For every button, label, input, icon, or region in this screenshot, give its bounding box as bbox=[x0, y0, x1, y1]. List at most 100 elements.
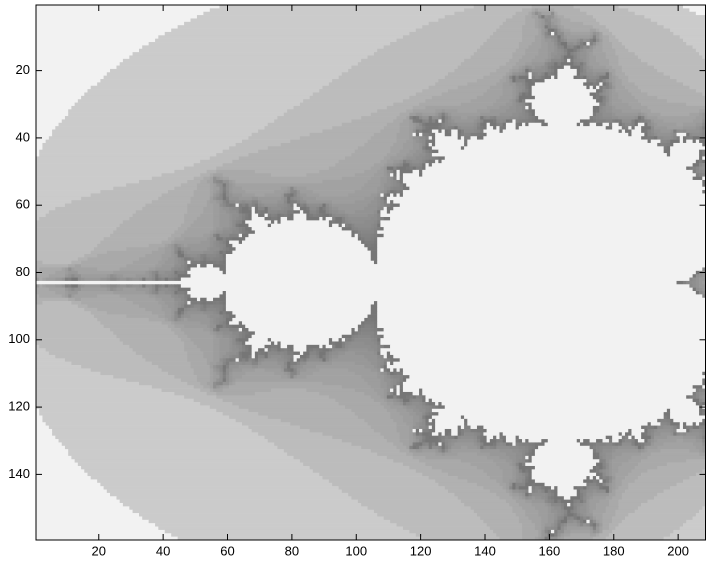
image-pixels bbox=[673, 32, 705, 36]
image-pixels bbox=[609, 490, 613, 494]
image-pixels bbox=[483, 116, 487, 120]
image-pixels bbox=[545, 72, 549, 76]
image-pixels bbox=[36, 490, 107, 494]
image-pixels bbox=[425, 160, 429, 164]
image-pixels bbox=[210, 193, 214, 197]
image-pixels bbox=[442, 449, 446, 453]
image-pixels bbox=[567, 59, 571, 63]
image-pixels bbox=[232, 358, 236, 362]
image-pixels bbox=[541, 15, 545, 19]
image-pixels bbox=[377, 187, 384, 191]
image-pixels bbox=[516, 469, 520, 473]
image-pixels bbox=[570, 29, 590, 33]
image-pixels bbox=[564, 52, 568, 56]
image-pixels bbox=[625, 45, 693, 49]
image-pixels bbox=[693, 163, 700, 167]
image-pixels bbox=[654, 439, 658, 443]
image-pixels bbox=[522, 119, 529, 123]
image-pixels bbox=[545, 69, 549, 73]
image-pixels bbox=[612, 113, 616, 117]
image-pixels bbox=[197, 183, 210, 187]
image-pixels bbox=[419, 432, 423, 436]
image-pixels bbox=[590, 530, 594, 534]
image-pixels bbox=[245, 348, 249, 352]
image-pixels bbox=[548, 72, 552, 76]
image-pixels bbox=[442, 92, 484, 96]
image-pixels bbox=[168, 278, 172, 282]
image-pixels bbox=[699, 274, 703, 278]
image-pixels bbox=[393, 103, 419, 107]
image-pixels bbox=[519, 72, 523, 76]
image-pixels bbox=[168, 274, 172, 278]
image-pixels bbox=[174, 267, 178, 271]
image-pixels bbox=[316, 365, 365, 369]
image-pixels bbox=[693, 399, 700, 403]
image-pixels bbox=[574, 59, 578, 63]
image-pixels bbox=[171, 254, 175, 258]
image-pixels bbox=[525, 473, 529, 477]
image-pixels bbox=[390, 146, 403, 150]
image-pixels bbox=[422, 25, 500, 29]
image-pixels bbox=[155, 523, 397, 527]
image-pixels bbox=[36, 66, 117, 70]
image-pixels bbox=[535, 446, 539, 450]
image-pixels bbox=[71, 278, 78, 282]
image-pixels bbox=[628, 76, 670, 80]
image-pixels bbox=[242, 328, 249, 332]
image-pixels bbox=[664, 146, 668, 150]
image-pixels bbox=[242, 331, 246, 335]
image-pixels bbox=[425, 153, 429, 157]
image-pixels bbox=[670, 419, 674, 423]
image-pixels bbox=[387, 399, 394, 403]
image-pixels bbox=[75, 459, 301, 463]
image-pixels bbox=[384, 45, 481, 49]
image-pixels bbox=[696, 173, 700, 177]
image-pixels bbox=[500, 79, 507, 83]
image-pixels bbox=[149, 274, 153, 278]
image-pixels bbox=[570, 516, 574, 520]
image-pixels bbox=[422, 156, 426, 160]
image-pixels bbox=[606, 96, 610, 100]
image-pixels bbox=[42, 143, 235, 147]
image-pixels bbox=[615, 456, 631, 460]
image-pixels bbox=[213, 210, 220, 214]
image-pixels bbox=[603, 453, 607, 457]
image-pixels bbox=[223, 362, 227, 366]
image-pixels bbox=[223, 375, 227, 379]
image-pixels bbox=[171, 247, 175, 251]
image-pixels bbox=[210, 362, 217, 366]
image-pixels bbox=[329, 338, 333, 342]
image-pixels bbox=[686, 136, 690, 140]
image-pixels bbox=[638, 442, 642, 446]
image-pixels bbox=[200, 402, 232, 406]
image-pixels bbox=[155, 291, 159, 295]
image-pixels bbox=[387, 200, 391, 204]
image-pixels bbox=[78, 278, 82, 282]
image-pixels bbox=[480, 113, 500, 117]
image-pixels bbox=[374, 163, 384, 167]
image-pixels bbox=[71, 284, 78, 288]
image-pixels bbox=[416, 469, 442, 473]
image-pixels bbox=[503, 439, 507, 443]
image-pixels bbox=[223, 177, 230, 181]
image-pixels bbox=[413, 170, 420, 174]
image-pixels bbox=[541, 486, 545, 490]
image-pixels bbox=[419, 422, 423, 426]
image-pixels bbox=[429, 126, 439, 130]
image-pixels bbox=[593, 119, 597, 123]
image-pixels bbox=[232, 372, 245, 376]
image-pixels bbox=[631, 436, 635, 440]
image-pixels bbox=[36, 150, 40, 154]
image-pixels bbox=[615, 35, 680, 39]
image-pixels bbox=[213, 180, 217, 184]
image-pixels bbox=[168, 257, 175, 261]
image-pixels bbox=[696, 402, 700, 406]
image-pixels bbox=[229, 214, 233, 218]
image-pixels bbox=[603, 86, 607, 90]
image-pixels bbox=[509, 79, 513, 83]
image-pixels bbox=[535, 79, 545, 83]
image-pixels bbox=[622, 463, 638, 467]
image-pixels bbox=[219, 365, 223, 369]
image-pixels bbox=[226, 197, 230, 201]
image-pixels bbox=[242, 422, 291, 426]
